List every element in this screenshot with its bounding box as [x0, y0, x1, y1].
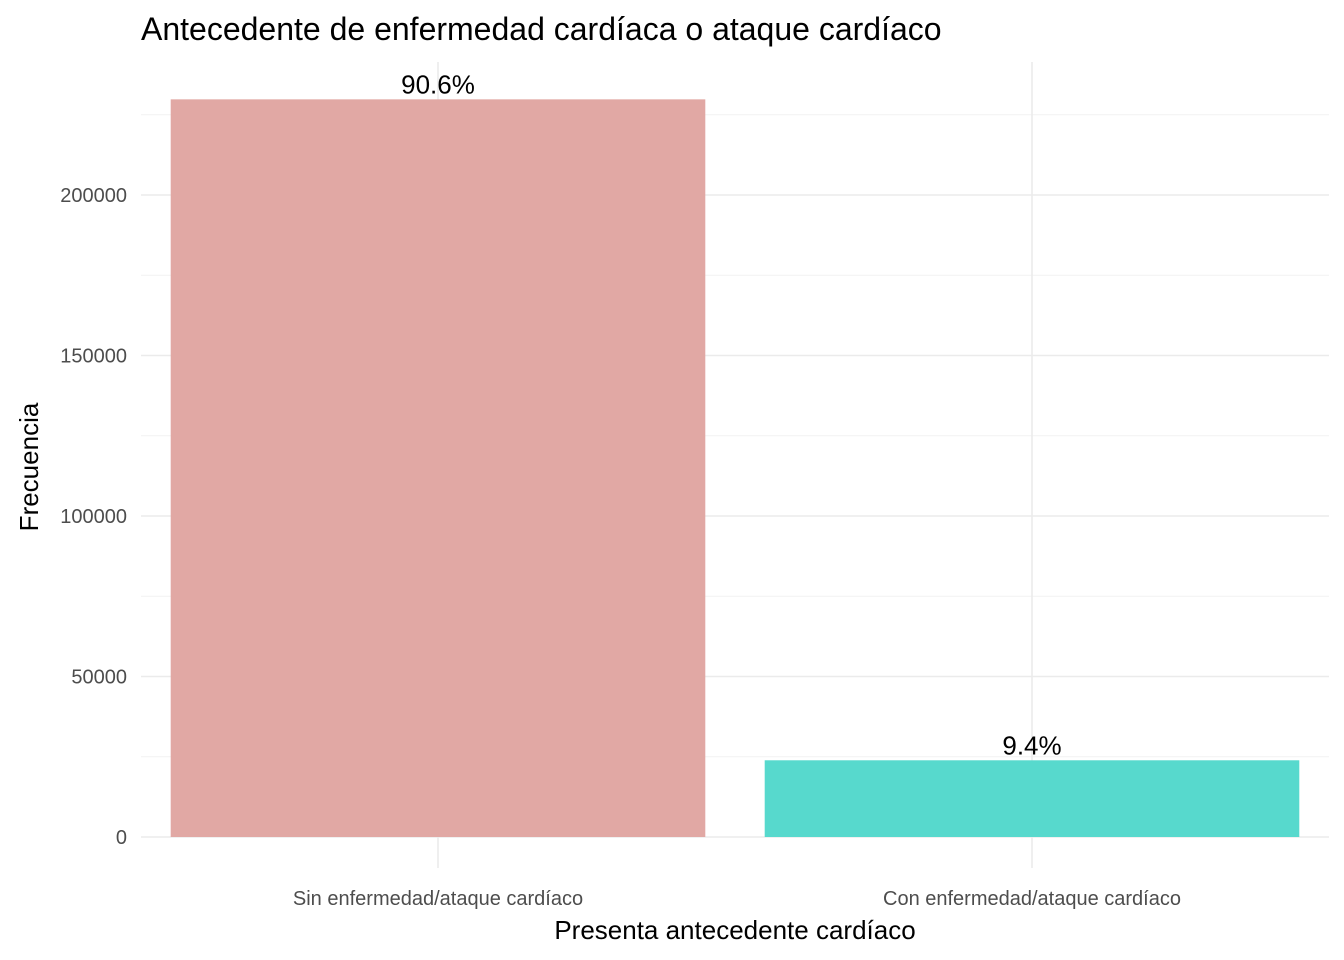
x-tick-label: Sin enfermedad/ataque cardíaco — [293, 888, 583, 910]
bar-value-label: 90.6% — [401, 69, 475, 99]
x-tick-label: Con enfermedad/ataque cardíaco — [883, 888, 1181, 910]
bar — [764, 760, 1300, 837]
bar-value-label: 9.4% — [1002, 730, 1061, 760]
y-tick-label: 100000 — [60, 506, 127, 528]
x-axis-ticks: Sin enfermedad/ataque cardíaco Con enferm… — [293, 888, 1181, 910]
y-tick-label: 150000 — [60, 346, 127, 368]
bar-labels: 90.6% 9.4% — [401, 69, 1062, 760]
y-axis-title: Frecuencia — [14, 402, 44, 531]
chart-title: Antecedente de enfermedad cardíaca o ata… — [141, 11, 942, 47]
y-tick-label: 0 — [116, 827, 127, 849]
bars — [170, 99, 1300, 838]
bar — [170, 99, 706, 838]
y-axis-ticks: 0 50000 100000 150000 200000 — [60, 185, 127, 849]
x-axis-title: Presenta antecedente cardíaco — [554, 915, 915, 945]
y-tick-label: 200000 — [60, 185, 127, 207]
y-tick-label: 50000 — [71, 667, 127, 689]
